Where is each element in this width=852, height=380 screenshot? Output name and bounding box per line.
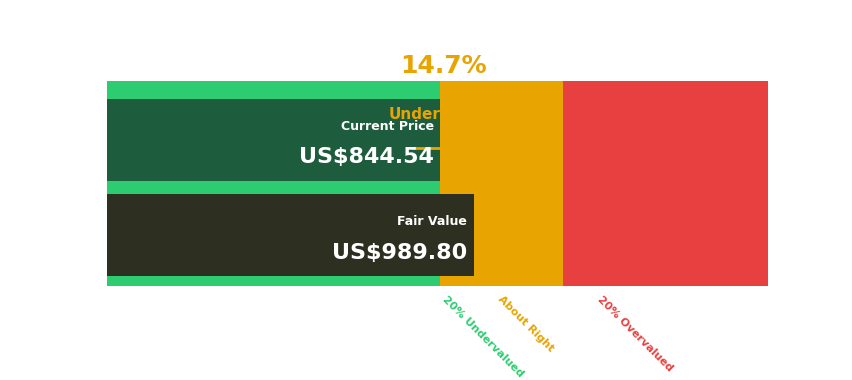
Text: About Right: About Right	[495, 294, 555, 354]
Text: US$989.80: US$989.80	[331, 243, 466, 263]
Text: US$844.54: US$844.54	[299, 147, 434, 168]
Text: 14.7%: 14.7%	[400, 54, 486, 78]
Bar	[106, 195, 473, 276]
Text: 20% Undervalued: 20% Undervalued	[440, 294, 525, 379]
Bar	[562, 81, 767, 285]
Bar	[106, 81, 440, 285]
Bar	[440, 81, 562, 285]
Text: Fair Value: Fair Value	[396, 215, 466, 228]
Text: Current Price: Current Price	[340, 120, 434, 133]
Text: Undervalued: Undervalued	[389, 107, 498, 122]
Text: 20% Overvalued: 20% Overvalued	[595, 294, 674, 373]
Bar	[106, 99, 440, 181]
